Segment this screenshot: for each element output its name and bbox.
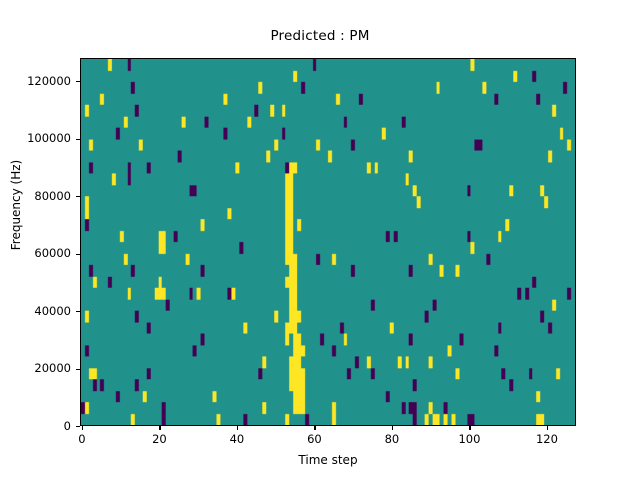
x-axis-label: Time step — [298, 453, 358, 467]
x-tick-label: 100 — [458, 432, 481, 446]
x-tick-mark — [469, 426, 471, 430]
y-tick-mark — [76, 138, 80, 140]
heatmap-canvas — [81, 59, 575, 425]
x-tick-label: 120 — [535, 432, 558, 446]
x-tick-label: 60 — [307, 432, 322, 446]
y-tick-label: 0 — [63, 418, 71, 433]
y-tick-label: 40000 — [34, 303, 71, 318]
x-tick-label: 40 — [229, 432, 245, 446]
x-tick-mark — [314, 426, 316, 430]
x-tick-label: 20 — [152, 432, 167, 446]
x-tick-label: 80 — [384, 432, 400, 446]
y-tick-label: 120000 — [27, 73, 71, 88]
y-tick-mark — [76, 81, 80, 83]
x-tick-mark — [81, 426, 84, 430]
y-tick-mark — [76, 426, 80, 428]
y-tick-label: 100000 — [27, 131, 71, 145]
y-tick-mark — [76, 368, 80, 370]
y-tick-label: 20000 — [34, 361, 71, 375]
x-tick-mark — [236, 426, 239, 430]
x-tick-mark — [391, 426, 394, 430]
y-tick-mark — [76, 196, 80, 198]
y-tick-mark — [76, 311, 80, 313]
y-tick-label: 60000 — [34, 246, 71, 260]
y-tick-mark — [76, 253, 80, 255]
x-tick-mark — [159, 426, 161, 430]
y-tick-label: 80000 — [34, 188, 71, 203]
x-tick-mark — [546, 426, 549, 430]
heatmap-axes — [80, 58, 576, 426]
plot-title: Predicted : PM — [270, 28, 370, 44]
x-tick-label: 0 — [78, 432, 86, 446]
